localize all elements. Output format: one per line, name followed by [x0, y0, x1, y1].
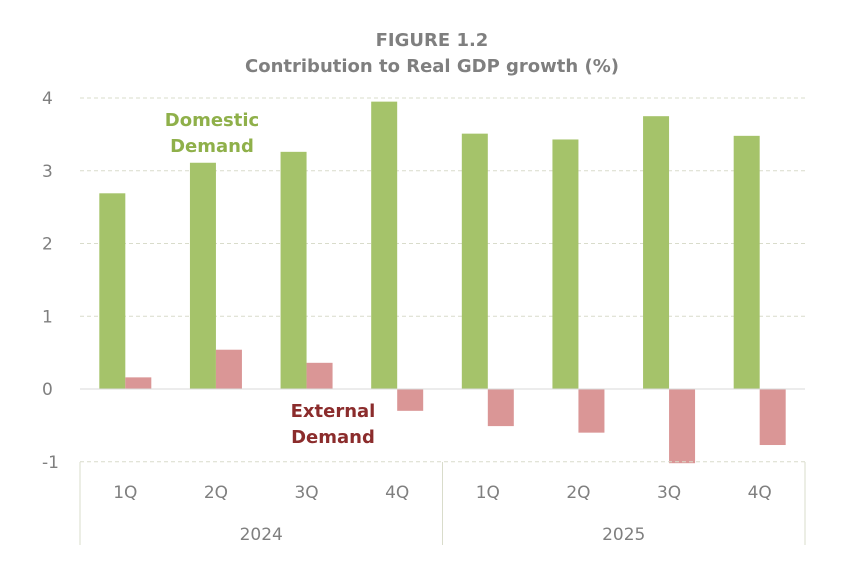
bar-external: [397, 389, 424, 411]
bar-domestic: [189, 162, 216, 389]
y-tick-label: 4: [42, 89, 53, 109]
bar-domestic: [552, 139, 579, 389]
group-label: 2024: [240, 525, 283, 545]
bar-domestic: [643, 116, 670, 389]
x-tick-label: 1Q: [113, 483, 137, 503]
external-label-line2: Demand: [291, 427, 375, 448]
bar-external: [669, 389, 696, 464]
x-tick-label: 2Q: [204, 483, 228, 503]
y-tick-label: 3: [42, 162, 53, 182]
bar-domestic: [371, 101, 398, 389]
domestic-label-line1: Domestic: [165, 110, 259, 131]
bar-external: [306, 362, 333, 389]
y-tick-label: 2: [42, 235, 53, 255]
x-tick-label: 1Q: [476, 483, 500, 503]
y-tick-label: 0: [42, 380, 53, 400]
bar-domestic: [733, 135, 760, 389]
x-tick-label: 4Q: [748, 483, 772, 503]
y-tick-label: 1: [42, 307, 53, 327]
bar-domestic: [280, 151, 307, 389]
x-tick-label: 3Q: [294, 483, 318, 503]
bar-external: [759, 389, 786, 446]
bar-external: [487, 389, 514, 427]
x-tick-label: 3Q: [657, 483, 681, 503]
bar-external: [125, 377, 152, 389]
bar-domestic: [99, 193, 126, 389]
chart-title: FIGURE 1.2: [376, 30, 489, 51]
domestic-label-line2: Demand: [170, 136, 254, 157]
chart-subtitle: Contribution to Real GDP growth (%): [245, 56, 619, 77]
bar-external: [578, 389, 605, 433]
bar-domestic: [461, 133, 488, 389]
x-tick-label: 4Q: [385, 483, 409, 503]
x-tick-label: 2Q: [566, 483, 590, 503]
bar-external: [215, 349, 242, 389]
y-tick-label: -1: [42, 453, 59, 473]
external-label-line1: External: [291, 401, 376, 422]
group-label: 2025: [602, 525, 645, 545]
